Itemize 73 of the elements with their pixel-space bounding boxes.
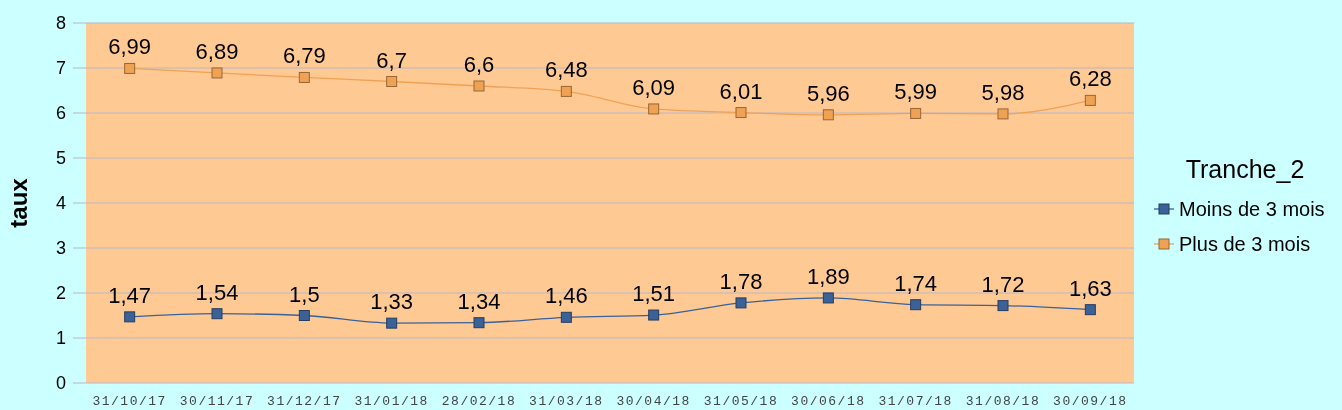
data-label: 6,28 (1068, 66, 1112, 92)
point (211, 308, 223, 320)
data-label: 1,72 (981, 271, 1025, 297)
y-tick-label: 1 (55, 328, 66, 348)
data-label: 5,98 (981, 79, 1025, 105)
point (822, 292, 834, 304)
data-label: 6,89 (195, 38, 239, 64)
x-tick-label: 31/08/18 (965, 394, 1041, 409)
point (735, 107, 747, 119)
data-label: 1,33 (370, 289, 414, 315)
x-tick-label: 30/06/18 (791, 394, 866, 409)
x-tick-label: 31/07/18 (878, 394, 953, 409)
y-tick-label: 2 (55, 283, 66, 303)
point (473, 80, 485, 92)
y-tick-label: 5 (55, 148, 66, 168)
x-tick-label: 31/01/18 (354, 394, 429, 409)
point (124, 62, 136, 74)
point (1084, 94, 1096, 106)
x-tick-label: 28/02/18 (441, 394, 517, 409)
point (386, 317, 398, 329)
data-label: 6,79 (282, 43, 326, 69)
data-label: 6,01 (719, 78, 763, 104)
point (560, 85, 572, 97)
point (822, 109, 834, 121)
point (997, 108, 1009, 120)
point (997, 300, 1009, 312)
data-label: 1,89 (806, 263, 850, 289)
point (298, 310, 310, 321)
data-label: 1,54 (195, 279, 239, 305)
point (473, 317, 485, 329)
data-label: 1,46 (544, 283, 588, 309)
point (910, 107, 922, 119)
data-label: 1,34 (457, 288, 501, 314)
y-tick-label: 3 (55, 238, 66, 258)
legend-title: Tranche_2 (1185, 155, 1305, 183)
y-tick-label: 4 (55, 193, 66, 213)
data-label: 5,96 (806, 80, 850, 106)
data-label: 5,99 (894, 79, 938, 105)
x-tick-label: 30/09/18 (1053, 394, 1128, 409)
point (735, 297, 747, 309)
point (386, 76, 398, 87)
x-tick-label: 30/11/17 (179, 394, 255, 409)
point (298, 71, 310, 83)
data-label: 6,48 (544, 57, 588, 83)
x-tick-label: 30/04/18 (616, 394, 691, 409)
point (1084, 304, 1096, 316)
point (910, 299, 922, 311)
y-tick-label: 7 (55, 58, 66, 78)
point (124, 311, 136, 323)
data-label: 6,09 (632, 74, 676, 100)
legend-label: Plus de 3 mois (1179, 233, 1311, 255)
data-label: 6,6 (463, 52, 495, 77)
data-label: 1,5 (289, 281, 320, 307)
data-label: 1,51 (632, 281, 676, 307)
data-label: 6,99 (108, 34, 152, 60)
point (560, 311, 572, 323)
data-label: 1,74 (894, 270, 938, 296)
y-tick-label: 8 (55, 13, 66, 33)
point (648, 103, 660, 115)
y-tick-label: 6 (55, 103, 66, 123)
x-tick-label: 31/10/17 (92, 394, 167, 409)
data-label: 1,47 (108, 282, 152, 308)
data-label: 1,78 (719, 268, 763, 294)
point (648, 309, 660, 321)
data-label: 6,7 (376, 47, 407, 73)
point (211, 67, 223, 79)
x-tick-label: 31/12/17 (267, 394, 342, 409)
x-tick-label: 31/03/18 (529, 394, 604, 409)
data-label: 1,63 (1068, 275, 1112, 301)
x-tick-label: 31/05/18 (703, 394, 779, 409)
y-tick-label: 0 (55, 373, 66, 393)
y-axis-title: taux (5, 177, 32, 228)
legend-label: Moins de 3 mois (1179, 198, 1325, 220)
